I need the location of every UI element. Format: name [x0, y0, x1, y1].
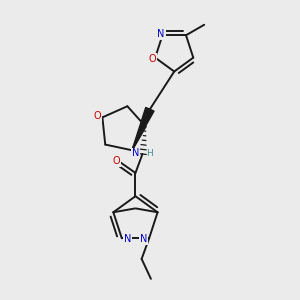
Text: H: H [146, 149, 152, 158]
Text: N: N [158, 29, 165, 39]
Polygon shape [132, 107, 154, 150]
Text: O: O [112, 156, 120, 166]
Text: O: O [93, 111, 101, 122]
Text: N: N [140, 234, 147, 244]
Text: O: O [149, 54, 156, 64]
Text: N: N [124, 234, 131, 244]
Text: N: N [132, 148, 139, 158]
